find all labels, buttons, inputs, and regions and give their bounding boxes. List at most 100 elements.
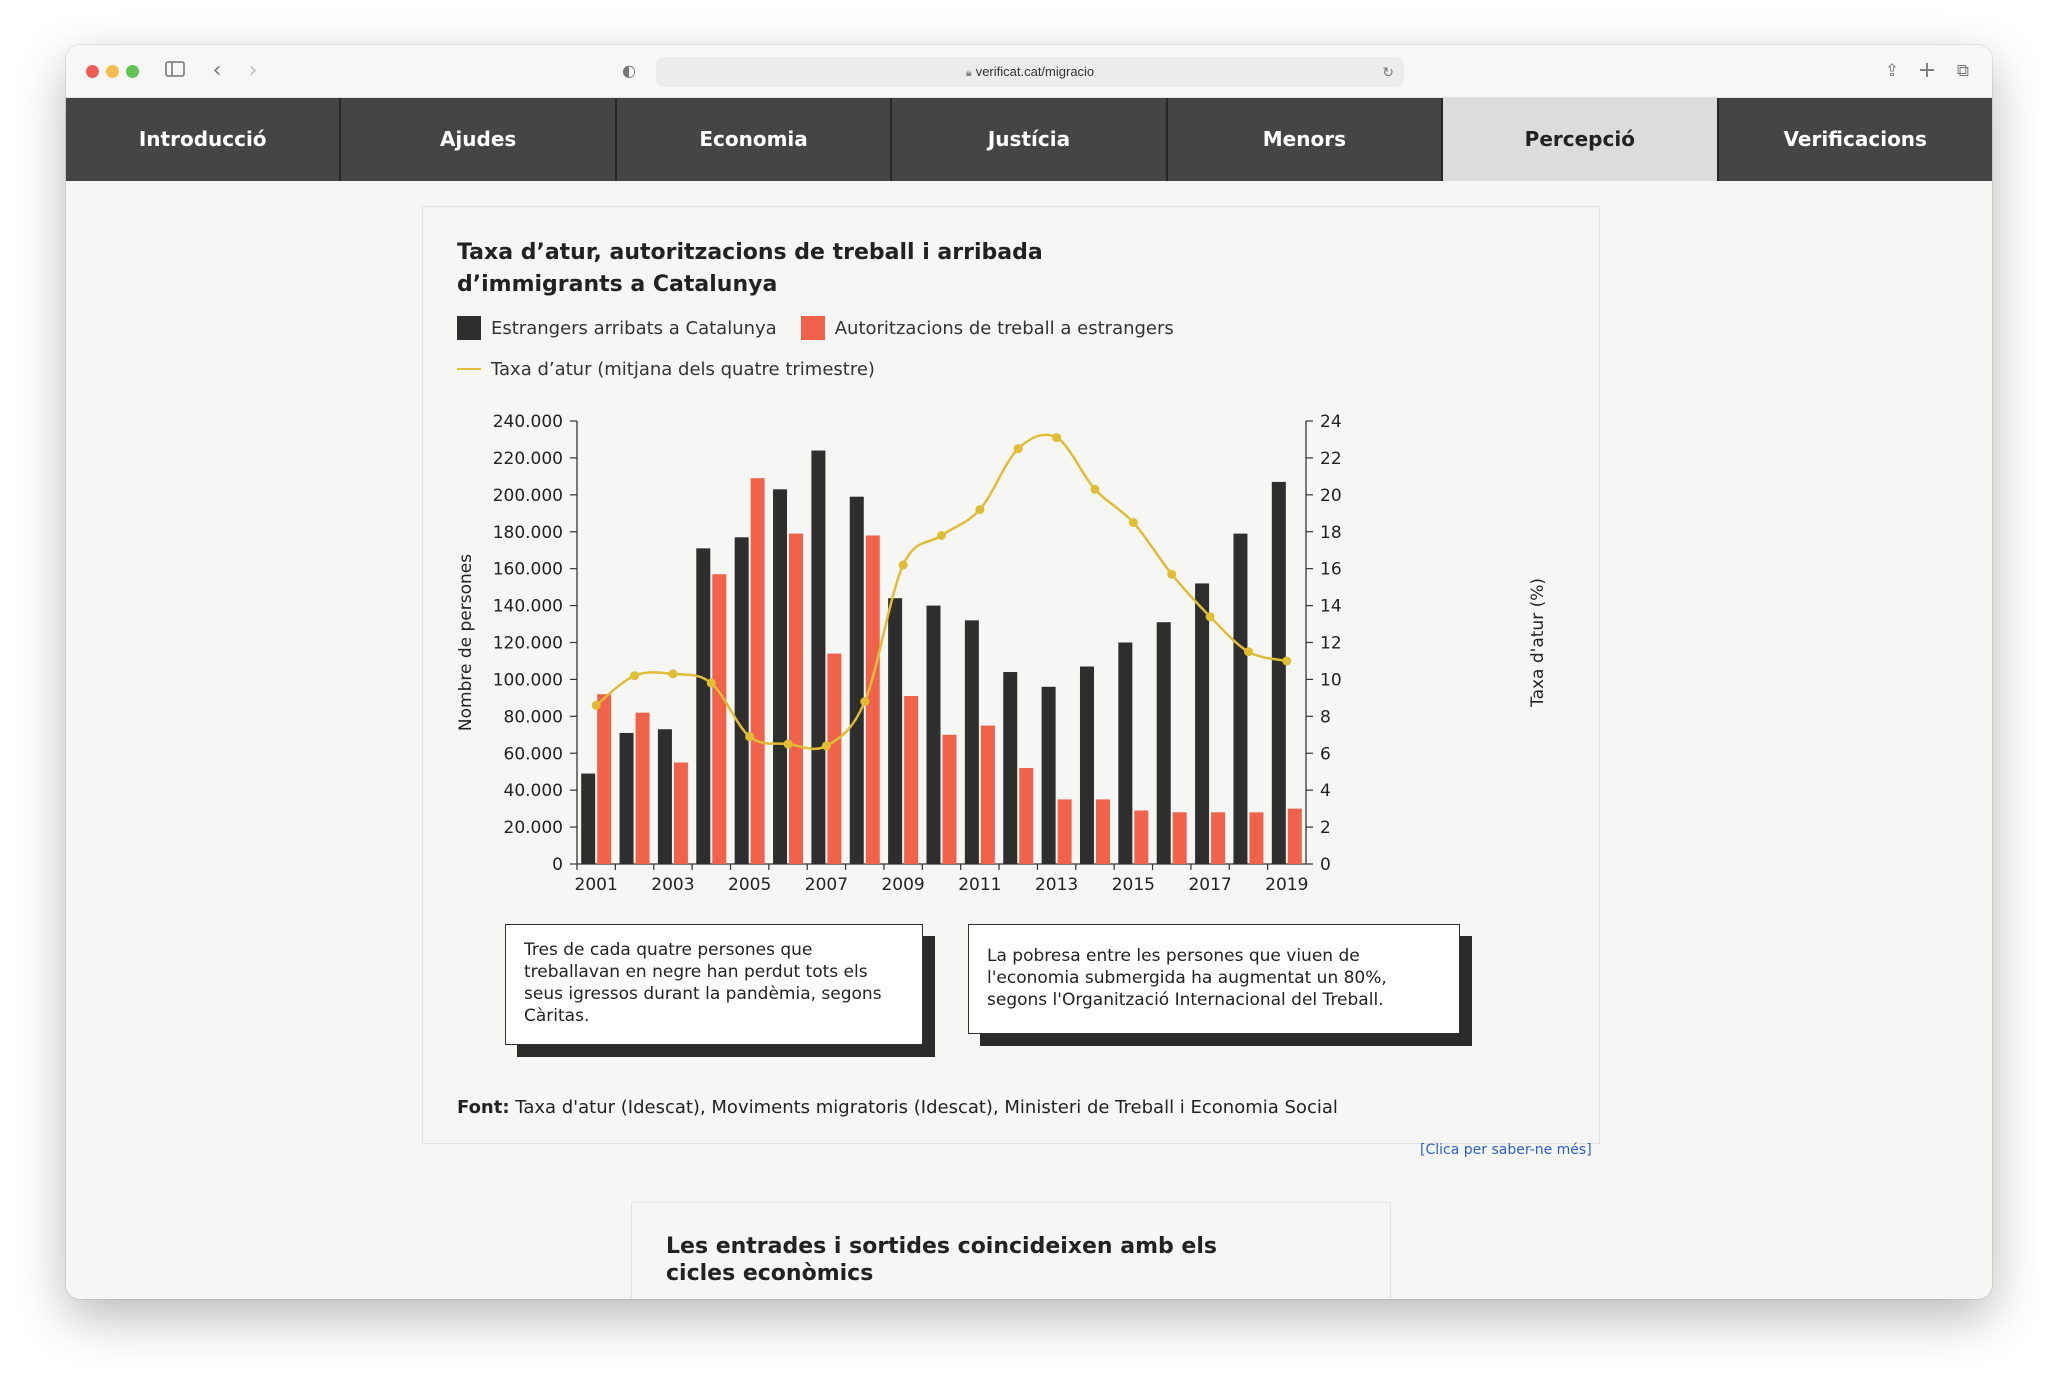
y-tick-label-left: 200.000 <box>493 486 563 506</box>
nav-tab-ajudes[interactable]: Ajudes <box>341 98 617 181</box>
y-tick-label-left: 160.000 <box>493 560 563 580</box>
bar-permits <box>712 574 727 864</box>
bar-permits <box>904 696 919 864</box>
address-bar[interactable]: 🔒︎ verificat.cat/migracio ↻ <box>656 57 1404 87</box>
x-tick-label: 2003 <box>651 875 694 895</box>
legend-swatch-permits <box>800 316 825 340</box>
bar-arrivals <box>1118 642 1133 864</box>
unemployment-point <box>975 505 985 515</box>
nav-tab-economia[interactable]: Economia <box>617 98 893 181</box>
reload-icon[interactable]: ↻ <box>1382 64 1394 80</box>
y-tick-label-right: 16 <box>1320 560 1342 580</box>
unemployment-point <box>1052 433 1062 443</box>
bar-permits <box>1095 799 1110 864</box>
back-icon[interactable]: ‹ <box>212 58 222 83</box>
y-tick-label-left: 120.000 <box>493 634 563 654</box>
x-tick-label: 2015 <box>1112 875 1155 895</box>
unemployment-point <box>1128 518 1138 528</box>
y-tick-label-left: 60.000 <box>504 744 563 764</box>
nav-tab-justicia[interactable]: Justícia <box>892 98 1168 181</box>
bar-permits <box>827 653 842 864</box>
bar-arrivals <box>619 732 634 864</box>
bar-permits <box>1211 812 1226 864</box>
y-tick-label-right: 10 <box>1320 670 1342 690</box>
section-navigation: Introducció Ajudes Economia Justícia Men… <box>66 98 1992 181</box>
nav-tab-percepcio[interactable]: Percepció <box>1443 98 1719 181</box>
privacy-shield-icon[interactable]: ◐ <box>622 61 636 80</box>
y-tick-label-right: 4 <box>1320 781 1331 801</box>
browser-window: ‹ › ◐ 🔒︎ verificat.cat/migracio ↻ ⇪ + ⧉ I… <box>66 45 1992 1299</box>
y-tick-label-right: 12 <box>1320 634 1342 654</box>
legend-label-permits: Autoritzacions de treball a estrangers <box>834 317 1174 339</box>
bar-permits <box>1134 810 1149 864</box>
bar-permits <box>789 533 804 864</box>
new-tab-icon[interactable]: + <box>1917 58 1937 83</box>
share-icon[interactable]: ⇪ <box>1884 61 1900 81</box>
x-tick-label: 2007 <box>805 875 848 895</box>
nav-tab-introduccio[interactable]: Introducció <box>66 98 342 181</box>
bar-arrivals <box>1271 481 1286 864</box>
browser-toolbar: ‹ › ◐ 🔒︎ verificat.cat/migracio ↻ ⇪ + ⧉ <box>66 45 1992 98</box>
x-tick-label: 2017 <box>1188 875 1231 895</box>
bar-permits <box>1019 768 1034 864</box>
y-tick-label-right: 20 <box>1320 486 1342 506</box>
bar-arrivals <box>849 496 864 864</box>
y-tick-label-right: 22 <box>1320 449 1342 469</box>
tab-overview-icon[interactable]: ⧉ <box>1956 61 1970 81</box>
bar-arrivals <box>1003 672 1018 864</box>
y-tick-label-left: 240.000 <box>493 412 563 432</box>
unemployment-point <box>591 700 601 710</box>
unemployment-point <box>668 669 678 679</box>
unemployment-point <box>706 678 716 688</box>
url-text: verificat.cat/migracio <box>975 64 1095 79</box>
unemployment-point <box>1205 612 1215 622</box>
unemployment-point <box>1167 569 1177 579</box>
bar-permits <box>597 694 612 864</box>
x-tick-label: 2005 <box>728 875 771 895</box>
bar-arrivals <box>773 489 788 864</box>
chart-legend-line: Taxa d’atur (mitjana dels quatre trimest… <box>457 356 899 382</box>
unemployment-point <box>1282 656 1292 666</box>
y-tick-label-right: 24 <box>1320 412 1342 432</box>
callout-oit: La pobresa entre les persones que viuen … <box>968 924 1460 1034</box>
y-tick-label-right: 2 <box>1320 818 1331 838</box>
unemployment-point <box>1013 444 1023 454</box>
bar-arrivals <box>1041 686 1056 864</box>
bar-arrivals <box>1156 622 1171 864</box>
forward-icon[interactable]: › <box>248 58 258 83</box>
zoom-window-button[interactable] <box>126 65 139 78</box>
y-tick-label-left: 80.000 <box>504 707 563 727</box>
bar-arrivals <box>1233 533 1248 864</box>
bar-permits <box>1172 812 1187 864</box>
y-tick-label-left: 40.000 <box>504 781 563 801</box>
source-label: Font: <box>457 1097 510 1118</box>
y-axis-title-right: Taxa d'atur (%) <box>1528 578 1548 708</box>
x-tick-label: 2011 <box>958 875 1001 895</box>
bar-arrivals <box>888 598 903 864</box>
y-tick-label-left: 140.000 <box>493 597 563 617</box>
bar-arrivals <box>696 548 711 864</box>
x-tick-label: 2001 <box>575 875 618 895</box>
minimize-window-button[interactable] <box>106 65 119 78</box>
callout-caritas: Tres de cada quatre persones que treball… <box>505 924 923 1045</box>
bar-arrivals <box>657 729 672 864</box>
x-tick-label: 2019 <box>1265 875 1308 895</box>
unemployment-point <box>1243 647 1253 657</box>
y-axis-title-left: Nombre de persones <box>456 554 476 731</box>
bar-arrivals <box>964 620 979 864</box>
nav-tab-menors[interactable]: Menors <box>1168 98 1444 181</box>
y-tick-label-right: 6 <box>1320 744 1331 764</box>
close-window-button[interactable] <box>86 65 99 78</box>
next-chart-card: Les entrades i sortides coincideixen amb… <box>631 1202 1391 1299</box>
sidebar-toggle-icon[interactable] <box>162 57 188 85</box>
chart-source: Font: Taxa d'atur (Idescat), Moviments m… <box>457 1097 1338 1118</box>
legend-swatch-arrivals <box>457 316 481 340</box>
y-tick-label-left: 220.000 <box>493 449 563 469</box>
y-tick-label-right: 0 <box>1320 855 1331 875</box>
more-info-link[interactable]: [Clica per saber-ne més] <box>1420 1142 1592 1158</box>
nav-tab-verificacions[interactable]: Verificacions <box>1783 127 1927 151</box>
bar-arrivals <box>926 605 941 864</box>
legend-swatch-unemployment <box>457 368 481 370</box>
unemployment-point <box>821 741 831 751</box>
bar-permits <box>942 734 957 864</box>
